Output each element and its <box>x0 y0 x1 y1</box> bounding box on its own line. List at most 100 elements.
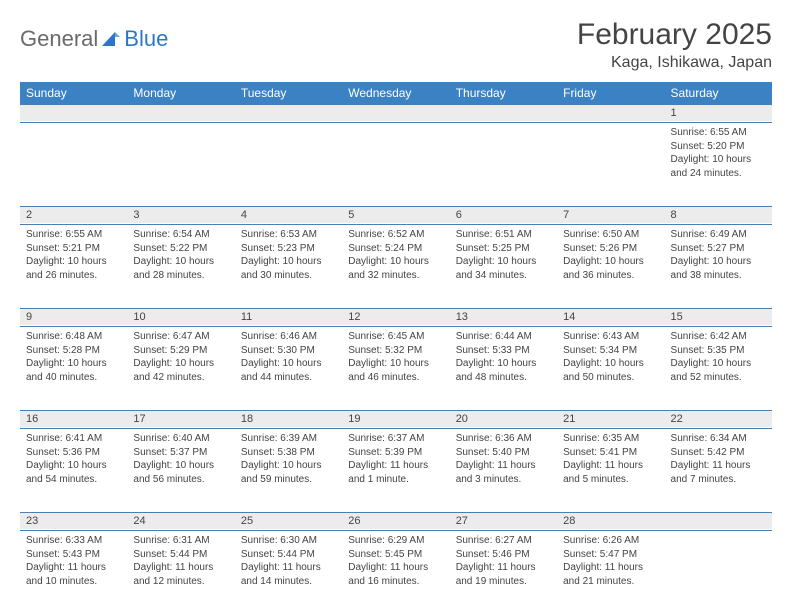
daylight-text: Daylight: 11 hours and 1 minute. <box>348 459 443 486</box>
daynum-row: 1 <box>20 105 772 123</box>
day-details: Sunrise: 6:47 AMSunset: 5:29 PMDaylight:… <box>127 327 234 390</box>
day-number: 24 <box>127 513 234 529</box>
day-details: Sunrise: 6:35 AMSunset: 5:41 PMDaylight:… <box>557 429 664 492</box>
daydata-cell <box>450 123 557 207</box>
month-title: February 2025 <box>577 18 772 52</box>
day-number: 17 <box>127 411 234 427</box>
sunrise-text: Sunrise: 6:55 AM <box>671 126 766 140</box>
daydata-cell: Sunrise: 6:33 AMSunset: 5:43 PMDaylight:… <box>20 531 127 615</box>
sunset-text: Sunset: 5:26 PM <box>563 242 658 256</box>
day-details: Sunrise: 6:34 AMSunset: 5:42 PMDaylight:… <box>665 429 772 492</box>
sunrise-text: Sunrise: 6:31 AM <box>133 534 228 548</box>
daynum-cell: 2 <box>20 207 127 225</box>
day-details <box>235 123 342 132</box>
day-number: 19 <box>342 411 449 427</box>
weekday-header: Monday <box>127 82 234 105</box>
sunrise-text: Sunrise: 6:44 AM <box>456 330 551 344</box>
day-number: 3 <box>127 207 234 223</box>
daydata-cell <box>665 531 772 615</box>
daynum-cell: 22 <box>665 411 772 429</box>
day-number <box>665 513 772 529</box>
day-number <box>235 105 342 121</box>
daydata-cell: Sunrise: 6:52 AMSunset: 5:24 PMDaylight:… <box>342 225 449 309</box>
sunrise-text: Sunrise: 6:47 AM <box>133 330 228 344</box>
sunset-text: Sunset: 5:38 PM <box>241 446 336 460</box>
logo: General Blue <box>20 18 168 52</box>
sunset-text: Sunset: 5:24 PM <box>348 242 443 256</box>
sunset-text: Sunset: 5:21 PM <box>26 242 121 256</box>
daydata-cell: Sunrise: 6:47 AMSunset: 5:29 PMDaylight:… <box>127 327 234 411</box>
daydata-cell: Sunrise: 6:31 AMSunset: 5:44 PMDaylight:… <box>127 531 234 615</box>
day-number: 11 <box>235 309 342 325</box>
day-number <box>127 105 234 121</box>
daydata-row: Sunrise: 6:33 AMSunset: 5:43 PMDaylight:… <box>20 531 772 615</box>
sunset-text: Sunset: 5:44 PM <box>241 548 336 562</box>
day-details <box>557 123 664 132</box>
day-details: Sunrise: 6:40 AMSunset: 5:37 PMDaylight:… <box>127 429 234 492</box>
sunset-text: Sunset: 5:23 PM <box>241 242 336 256</box>
day-details <box>665 531 772 540</box>
day-details: Sunrise: 6:52 AMSunset: 5:24 PMDaylight:… <box>342 225 449 288</box>
daynum-cell: 28 <box>557 513 664 531</box>
day-details: Sunrise: 6:33 AMSunset: 5:43 PMDaylight:… <box>20 531 127 594</box>
sunset-text: Sunset: 5:37 PM <box>133 446 228 460</box>
day-number: 23 <box>20 513 127 529</box>
daylight-text: Daylight: 10 hours and 42 minutes. <box>133 357 228 384</box>
day-details: Sunrise: 6:45 AMSunset: 5:32 PMDaylight:… <box>342 327 449 390</box>
sunrise-text: Sunrise: 6:36 AM <box>456 432 551 446</box>
daylight-text: Daylight: 10 hours and 46 minutes. <box>348 357 443 384</box>
daydata-row: Sunrise: 6:55 AMSunset: 5:20 PMDaylight:… <box>20 123 772 207</box>
daylight-text: Daylight: 10 hours and 52 minutes. <box>671 357 766 384</box>
day-number: 27 <box>450 513 557 529</box>
day-details <box>342 123 449 132</box>
daynum-cell: 14 <box>557 309 664 327</box>
sunset-text: Sunset: 5:44 PM <box>133 548 228 562</box>
day-details: Sunrise: 6:55 AMSunset: 5:20 PMDaylight:… <box>665 123 772 186</box>
sunset-text: Sunset: 5:42 PM <box>671 446 766 460</box>
sunset-text: Sunset: 5:30 PM <box>241 344 336 358</box>
sunset-text: Sunset: 5:25 PM <box>456 242 551 256</box>
daylight-text: Daylight: 10 hours and 59 minutes. <box>241 459 336 486</box>
daynum-cell: 21 <box>557 411 664 429</box>
daynum-cell <box>450 105 557 123</box>
sunset-text: Sunset: 5:22 PM <box>133 242 228 256</box>
daydata-cell: Sunrise: 6:49 AMSunset: 5:27 PMDaylight:… <box>665 225 772 309</box>
daydata-cell: Sunrise: 6:48 AMSunset: 5:28 PMDaylight:… <box>20 327 127 411</box>
day-number: 21 <box>557 411 664 427</box>
daynum-cell <box>20 105 127 123</box>
daynum-cell: 18 <box>235 411 342 429</box>
daylight-text: Daylight: 10 hours and 36 minutes. <box>563 255 658 282</box>
daylight-text: Daylight: 10 hours and 40 minutes. <box>26 357 121 384</box>
daydata-cell: Sunrise: 6:50 AMSunset: 5:26 PMDaylight:… <box>557 225 664 309</box>
day-number: 5 <box>342 207 449 223</box>
daylight-text: Daylight: 11 hours and 19 minutes. <box>456 561 551 588</box>
sunset-text: Sunset: 5:46 PM <box>456 548 551 562</box>
daydata-cell <box>342 123 449 207</box>
daylight-text: Daylight: 10 hours and 26 minutes. <box>26 255 121 282</box>
sunrise-text: Sunrise: 6:30 AM <box>241 534 336 548</box>
daynum-cell: 19 <box>342 411 449 429</box>
day-number: 1 <box>665 105 772 121</box>
sunrise-text: Sunrise: 6:50 AM <box>563 228 658 242</box>
day-number: 7 <box>557 207 664 223</box>
daydata-cell: Sunrise: 6:46 AMSunset: 5:30 PMDaylight:… <box>235 327 342 411</box>
daydata-cell: Sunrise: 6:54 AMSunset: 5:22 PMDaylight:… <box>127 225 234 309</box>
sunrise-text: Sunrise: 6:37 AM <box>348 432 443 446</box>
day-details: Sunrise: 6:49 AMSunset: 5:27 PMDaylight:… <box>665 225 772 288</box>
sunrise-text: Sunrise: 6:27 AM <box>456 534 551 548</box>
daynum-cell: 24 <box>127 513 234 531</box>
day-details: Sunrise: 6:55 AMSunset: 5:21 PMDaylight:… <box>20 225 127 288</box>
location: Kaga, Ishikawa, Japan <box>577 54 772 72</box>
daydata-row: Sunrise: 6:48 AMSunset: 5:28 PMDaylight:… <box>20 327 772 411</box>
day-details: Sunrise: 6:31 AMSunset: 5:44 PMDaylight:… <box>127 531 234 594</box>
day-details: Sunrise: 6:42 AMSunset: 5:35 PMDaylight:… <box>665 327 772 390</box>
sunrise-text: Sunrise: 6:39 AM <box>241 432 336 446</box>
sunset-text: Sunset: 5:28 PM <box>26 344 121 358</box>
sunset-text: Sunset: 5:47 PM <box>563 548 658 562</box>
daylight-text: Daylight: 11 hours and 12 minutes. <box>133 561 228 588</box>
sunset-text: Sunset: 5:36 PM <box>26 446 121 460</box>
daydata-cell: Sunrise: 6:43 AMSunset: 5:34 PMDaylight:… <box>557 327 664 411</box>
daynum-cell <box>665 513 772 531</box>
daydata-cell: Sunrise: 6:53 AMSunset: 5:23 PMDaylight:… <box>235 225 342 309</box>
day-number <box>342 105 449 121</box>
